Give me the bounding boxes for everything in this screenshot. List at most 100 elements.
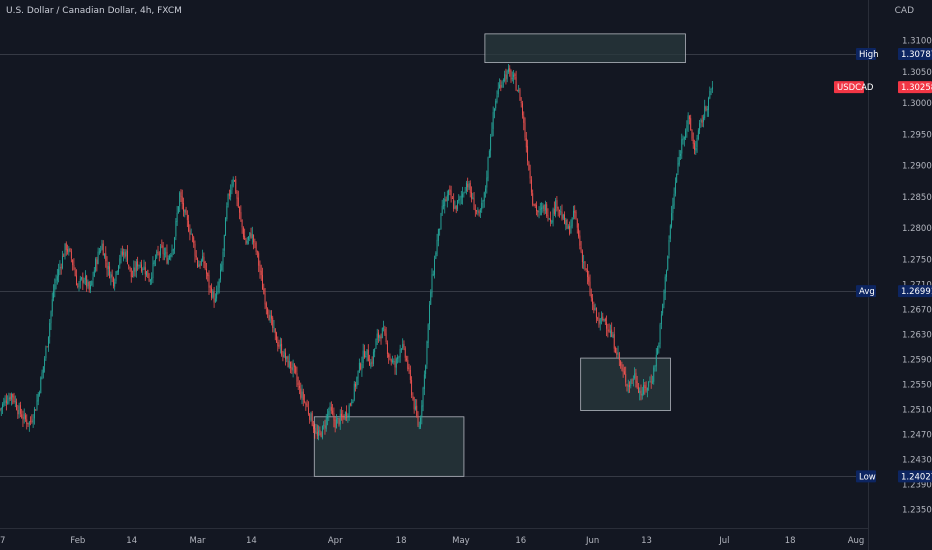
candle xyxy=(499,78,500,89)
candle-body xyxy=(198,264,200,268)
candle-body xyxy=(183,203,184,212)
candle xyxy=(685,128,687,141)
candle xyxy=(260,264,262,281)
candle xyxy=(251,226,253,245)
candle xyxy=(686,120,688,138)
candle xyxy=(361,356,363,377)
candle-body xyxy=(281,343,283,356)
y-tick-label: 1.29500 xyxy=(902,130,932,140)
candle-body xyxy=(412,395,414,399)
candle xyxy=(44,356,46,373)
candle xyxy=(231,179,233,195)
candle-body xyxy=(148,277,150,282)
candle xyxy=(332,404,334,416)
candle-body xyxy=(623,371,625,375)
candle-body xyxy=(200,260,202,265)
candle xyxy=(321,425,323,440)
candle-body xyxy=(607,329,609,331)
candle xyxy=(626,383,628,392)
candle xyxy=(147,269,149,279)
x-tick-label: 14 xyxy=(126,536,137,546)
candle xyxy=(553,201,555,216)
candle xyxy=(533,203,535,207)
candle xyxy=(67,244,68,255)
candle xyxy=(227,193,229,208)
candle xyxy=(346,405,348,422)
x-tick-label: 16 xyxy=(515,536,526,546)
candle-body xyxy=(394,361,396,368)
candle xyxy=(0,407,2,416)
candle xyxy=(525,131,527,153)
candle-body xyxy=(496,95,498,102)
candle-body xyxy=(569,226,571,234)
candle xyxy=(102,240,104,256)
candle xyxy=(515,70,517,91)
candle-body xyxy=(683,137,685,140)
candle xyxy=(217,281,219,295)
candle xyxy=(274,328,276,341)
candle-body xyxy=(426,341,428,365)
candle-body xyxy=(307,407,309,414)
candle xyxy=(544,200,546,214)
x-tick-label: 18 xyxy=(396,536,407,546)
y-tick-label: 1.30000 xyxy=(902,99,932,109)
candle xyxy=(64,243,66,260)
candle xyxy=(435,251,437,260)
candle-body xyxy=(287,356,289,368)
y-tick-label: 1.23900 xyxy=(902,480,932,490)
candle xyxy=(285,348,286,366)
candle xyxy=(220,263,221,283)
candle xyxy=(302,388,304,407)
candle-body xyxy=(36,400,38,410)
candle xyxy=(522,100,523,119)
y-tick-label: 1.28500 xyxy=(902,193,932,203)
candle xyxy=(516,89,518,92)
candle-body xyxy=(492,112,494,129)
candle-body xyxy=(542,205,544,209)
candle-body xyxy=(23,414,25,419)
candle xyxy=(14,395,16,408)
candle xyxy=(246,236,248,245)
candle xyxy=(120,248,122,264)
candle xyxy=(77,283,79,289)
candle xyxy=(704,99,706,121)
candle-body xyxy=(374,348,376,353)
candle xyxy=(657,345,659,355)
candle-body xyxy=(562,214,564,219)
candle xyxy=(465,180,467,195)
candle xyxy=(493,107,495,119)
candle-body xyxy=(191,234,193,237)
candle-body xyxy=(581,251,583,263)
candle xyxy=(575,209,577,220)
candle xyxy=(186,210,188,228)
candle-body xyxy=(560,211,562,213)
candle xyxy=(462,186,464,205)
candle xyxy=(69,247,71,253)
candle-body xyxy=(218,279,220,288)
candles xyxy=(0,64,713,441)
candle-body xyxy=(493,108,495,112)
candle xyxy=(109,261,111,279)
candle-body xyxy=(423,374,425,390)
candle xyxy=(454,200,456,210)
candle-body xyxy=(84,276,86,280)
candle-body xyxy=(696,137,698,147)
candle xyxy=(46,346,48,348)
candle xyxy=(508,64,509,74)
candle xyxy=(649,376,651,383)
candle-body xyxy=(541,207,543,210)
candle-body xyxy=(653,367,655,382)
candle-body xyxy=(125,250,127,257)
candle-body xyxy=(667,256,669,270)
candle xyxy=(695,140,697,155)
candle-body xyxy=(114,282,116,287)
candle-body xyxy=(509,68,511,72)
candle xyxy=(214,293,216,303)
candle xyxy=(504,70,506,83)
candle xyxy=(677,157,679,176)
candle-body xyxy=(50,311,52,324)
candle-body xyxy=(495,100,497,109)
candle xyxy=(376,328,378,346)
candle xyxy=(272,315,274,333)
